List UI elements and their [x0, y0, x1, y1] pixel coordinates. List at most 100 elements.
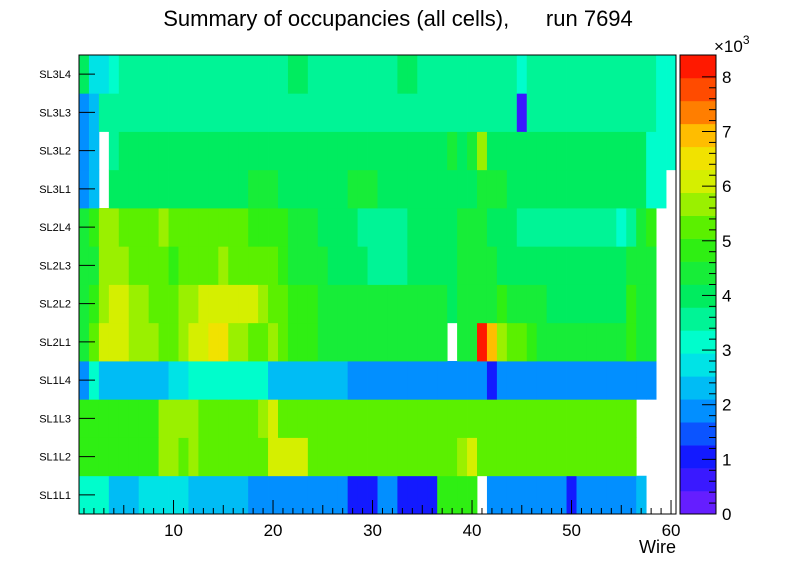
heatmap-cell [437, 169, 448, 209]
heatmap-cell [636, 169, 647, 209]
heatmap-cell [447, 361, 458, 400]
heatmap-cell [496, 93, 508, 132]
heatmap-cell [576, 93, 587, 132]
heatmap-cell [536, 399, 548, 438]
heatmap-cell [198, 93, 209, 132]
heatmap-cell [208, 399, 219, 438]
heatmap-cell [486, 131, 498, 171]
heatmap-cell [427, 322, 438, 362]
heatmap-cell [268, 322, 279, 362]
heatmap-cell [586, 169, 597, 209]
heatmap-cell [576, 131, 587, 171]
heatmap-cell [248, 55, 259, 94]
heatmap-cell [228, 361, 239, 400]
heatmap-cell [188, 399, 199, 438]
heatmap-cell [477, 284, 488, 324]
heatmap-cell [636, 322, 647, 362]
heatmap-cell [148, 131, 159, 171]
heatmap-cell [317, 322, 329, 362]
heatmap-cell [556, 475, 567, 515]
heatmap-cell [616, 246, 627, 285]
heatmap-cell [297, 322, 309, 362]
heatmap-cell [387, 475, 398, 515]
heatmap-cell [367, 437, 378, 477]
heatmap-cell [238, 131, 249, 171]
x-tick-label: 40 [463, 521, 482, 540]
heatmap-cell [148, 322, 159, 362]
heatmap-cell [98, 475, 110, 515]
heatmap-cell [278, 131, 289, 171]
heatmap-cell [546, 361, 557, 400]
heatmap-cell [616, 169, 627, 209]
heatmap-cell [337, 437, 349, 477]
heatmap-cell [118, 246, 130, 285]
heatmap-cell [208, 475, 219, 515]
heatmap-cell [228, 437, 239, 477]
heatmap-cell [427, 169, 438, 209]
heatmap-cell [337, 361, 349, 400]
heatmap-cell [347, 475, 358, 515]
heatmap-cell [536, 361, 548, 400]
heatmap-cell [417, 169, 428, 209]
heatmap-cell [128, 284, 140, 324]
heatmap-cell [377, 169, 388, 209]
heatmap-cell [178, 284, 189, 324]
heatmap-cell [208, 284, 219, 324]
heatmap-cell [636, 208, 647, 247]
heatmap-cell [646, 169, 657, 209]
heatmap-cell [656, 131, 667, 171]
heatmap-cell [337, 246, 349, 285]
heatmap-cell [447, 399, 458, 438]
heatmap-cell [526, 169, 538, 209]
heatmap-cell [616, 475, 627, 515]
heatmap-cell [238, 284, 249, 324]
heatmap-cell [258, 284, 269, 324]
heatmap-cell [467, 131, 478, 171]
heatmap-cell [337, 131, 349, 171]
heatmap-cell [327, 437, 339, 477]
heatmap-cell [317, 437, 329, 477]
palette-bin [680, 238, 716, 262]
palette-bin [680, 399, 716, 423]
heatmap-cell [656, 93, 667, 132]
y-tick-label: SL2L2 [39, 299, 71, 311]
heatmap-cell [467, 361, 478, 400]
heatmap-cell [287, 131, 299, 171]
heatmap-cell [526, 246, 538, 285]
heatmap-cell [128, 399, 140, 438]
heatmap-cell [467, 169, 478, 209]
heatmap-cell [268, 208, 279, 247]
heatmap-cell [138, 437, 150, 477]
heatmap-cell [148, 208, 159, 247]
heatmap-cell [307, 475, 319, 515]
heatmap-cell [536, 131, 548, 171]
heatmap-cell [596, 55, 607, 94]
heatmap-cell [218, 246, 229, 285]
heatmap-cell [228, 55, 239, 94]
heatmap-cell [666, 131, 677, 171]
heatmap-cell [278, 399, 289, 438]
heatmap-cell [506, 131, 518, 171]
heatmap-cell [347, 361, 358, 400]
heatmap-cell [516, 361, 528, 400]
heatmap-cell [248, 284, 259, 324]
heatmap-cell [337, 169, 349, 209]
heatmap-cell [98, 55, 110, 94]
heatmap-cell [148, 93, 159, 132]
heatmap-cell [606, 208, 617, 247]
heatmap-cell [347, 246, 358, 285]
heatmap-cell [297, 475, 309, 515]
palette-bin [680, 192, 716, 216]
heatmap-cell [626, 437, 637, 477]
heatmap-cell [218, 399, 229, 438]
heatmap-cell [258, 169, 269, 209]
heatmap-cell [616, 55, 627, 94]
heatmap-cell [258, 93, 269, 132]
heatmap-cell [208, 131, 219, 171]
heatmap-cell [486, 322, 498, 362]
palette-bin [680, 55, 716, 79]
heatmap-cell [626, 284, 637, 324]
heatmap-cell [138, 208, 150, 247]
x-tick-label: 10 [164, 521, 183, 540]
heatmap-cell [616, 437, 627, 477]
